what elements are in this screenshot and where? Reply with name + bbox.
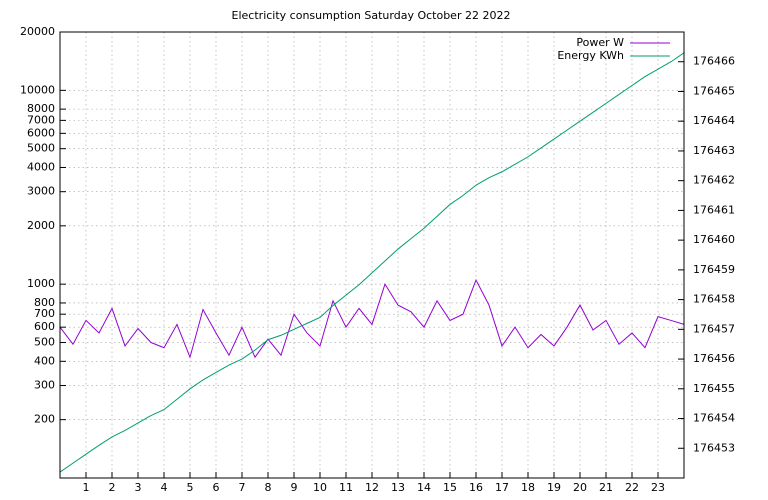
y-tick-label: 2000 [27,219,55,232]
y2-tick-label: 176463 [693,144,735,157]
chart-title: Electricity consumption Saturday October… [232,9,511,22]
y-tick-label: 1000 [27,277,55,290]
y2-tick-label: 176464 [693,114,735,127]
y2-tick-label: 176460 [693,233,735,246]
x-tick-label: 7 [239,481,246,494]
y2-tick-label: 176466 [693,55,735,68]
y-tick-label: 7000 [27,113,55,126]
x-tick-label: 9 [291,481,298,494]
y-tick-label: 8000 [27,102,55,115]
x-tick-label: 12 [365,481,379,494]
y-tick-label: 200 [34,413,55,426]
y2-tick-label: 176461 [693,203,735,216]
y2-tick-label: 176456 [693,352,735,365]
y-tick-label: 4000 [27,160,55,173]
y-tick-label: 500 [34,336,55,349]
y-tick-label: 6000 [27,126,55,139]
x-tick-label: 2 [109,481,116,494]
y2-tick-label: 176458 [693,293,735,306]
x-tick-label: 20 [573,481,587,494]
y2-tick-label: 176462 [693,174,735,187]
y-tick-label: 400 [34,354,55,367]
y-tick-label: 10000 [20,83,55,96]
y2-tick-label: 176457 [693,322,735,335]
x-tick-label: 18 [521,481,535,494]
marks [59,52,685,473]
y-tick-label: 600 [34,320,55,333]
x-tick-label: 22 [625,481,639,494]
legend-label: Power W [576,36,624,49]
grid [60,31,684,478]
x-tick-label: 21 [599,481,613,494]
x-tick-label: 16 [469,481,483,494]
y2-tick-label: 176454 [693,412,735,425]
x-tick-label: 11 [339,481,353,494]
y-tick-label: 20000 [20,25,55,38]
y-tick-label: 5000 [27,142,55,155]
x-tick-label: 4 [161,481,168,494]
x-tick-label: 5 [187,481,194,494]
y2-tick-label: 176455 [693,382,735,395]
x-tick-label: 6 [213,481,220,494]
x-tick-label: 23 [651,481,665,494]
x-tick-label: 3 [135,481,142,494]
series-line [59,52,685,473]
y2-tick-label: 176459 [693,263,735,276]
y-tick-label: 800 [34,296,55,309]
x-tick-label: 17 [495,481,509,494]
x-tick-label: 19 [547,481,561,494]
y-tick-label: 300 [34,379,55,392]
x-tick-label: 10 [313,481,327,494]
y-tick-label: 700 [34,307,55,320]
x-tick-label: 13 [391,481,405,494]
x-tick-label: 14 [417,481,431,494]
x-tick-label: 15 [443,481,457,494]
legend-label: Energy KWh [557,49,624,62]
series-line [59,278,685,359]
x-tick-label: 8 [265,481,272,494]
y-tick-label: 3000 [27,185,55,198]
x-tick-label: 1 [83,481,90,494]
y2-tick-label: 176465 [693,84,735,97]
y2-tick-label: 176453 [693,441,735,454]
